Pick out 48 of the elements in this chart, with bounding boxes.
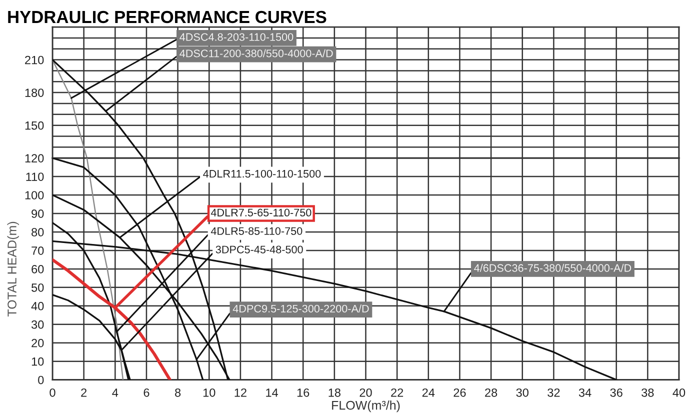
y-tick-label: 40 (31, 302, 44, 310)
x-tick-label: 6 (144, 388, 150, 397)
y-tick-label: 100 (25, 191, 44, 200)
x-tick-label: 14 (266, 388, 278, 397)
annotation: 4DPC9.5-125-300-2200-A/D (232, 304, 369, 312)
x-tick-label: 12 (234, 388, 246, 397)
x-tick-label: 8 (175, 388, 181, 397)
y-tick-label: 30 (31, 320, 44, 329)
y-tick-label: 180 (25, 88, 44, 97)
x-tick-label: 32 (548, 388, 560, 397)
annotation: 4DLR11.5-100-110-1500 (203, 170, 321, 178)
y-tick-label: 210 (25, 56, 44, 64)
x-tick-label: 2 (81, 388, 87, 397)
x-tick-label: 18 (328, 388, 340, 397)
y-tick-label: 70 (32, 246, 44, 255)
annotation: 4DLR7.5-65-110-750 (210, 208, 312, 216)
x-tick-label: 30 (516, 388, 528, 397)
x-tick-label: 10 (203, 388, 216, 397)
x-axis-title: FLOW(m³/h) (332, 400, 400, 412)
annotation: 4DLR5-85-110-750 (210, 227, 302, 235)
x-tick-label: 4 (112, 388, 118, 397)
x-tick-label: 20 (360, 388, 372, 397)
y-axis-title: TOTAL HEAD(m) (7, 222, 19, 316)
annotation: 4/6DSC36-75-380/550-4000-A/D (474, 264, 632, 272)
y-tick-label: 80 (32, 228, 44, 236)
x-tick-label: 28 (485, 388, 498, 397)
annotation: 4DSC4.8-203-110-1500 (180, 33, 294, 41)
x-tick-label: 26 (454, 388, 466, 397)
y-tick-label: 90 (32, 210, 44, 218)
chart-title: HYDRAULIC PERFORMANCE CURVES (8, 10, 326, 24)
x-tick-label: 38 (642, 388, 654, 397)
y-tick-label: 10 (32, 357, 44, 366)
y-tick-label: 20 (32, 338, 44, 348)
x-tick-label: 24 (422, 388, 435, 397)
annotation: 3DPC5-45-48-500 (216, 246, 303, 254)
y-tick-label: 60 (32, 264, 44, 274)
annotation: 4DSC11-200-380/550-4000-A/D (180, 49, 333, 58)
x-tick-label: 22 (391, 388, 404, 397)
x-tick-label: 40 (672, 388, 686, 397)
y-tick-label: 150 (25, 121, 44, 130)
x-tick-label: 34 (578, 388, 592, 397)
y-tick-label: 0 (38, 376, 44, 384)
x-tick-label: 36 (610, 388, 622, 397)
y-tick-label: 110 (26, 172, 44, 181)
x-tick-label: 16 (297, 388, 310, 397)
y-tick-label: 120 (25, 154, 44, 162)
x-tick-label: 0 (50, 388, 56, 397)
y-tick-label: 50 (32, 283, 44, 292)
